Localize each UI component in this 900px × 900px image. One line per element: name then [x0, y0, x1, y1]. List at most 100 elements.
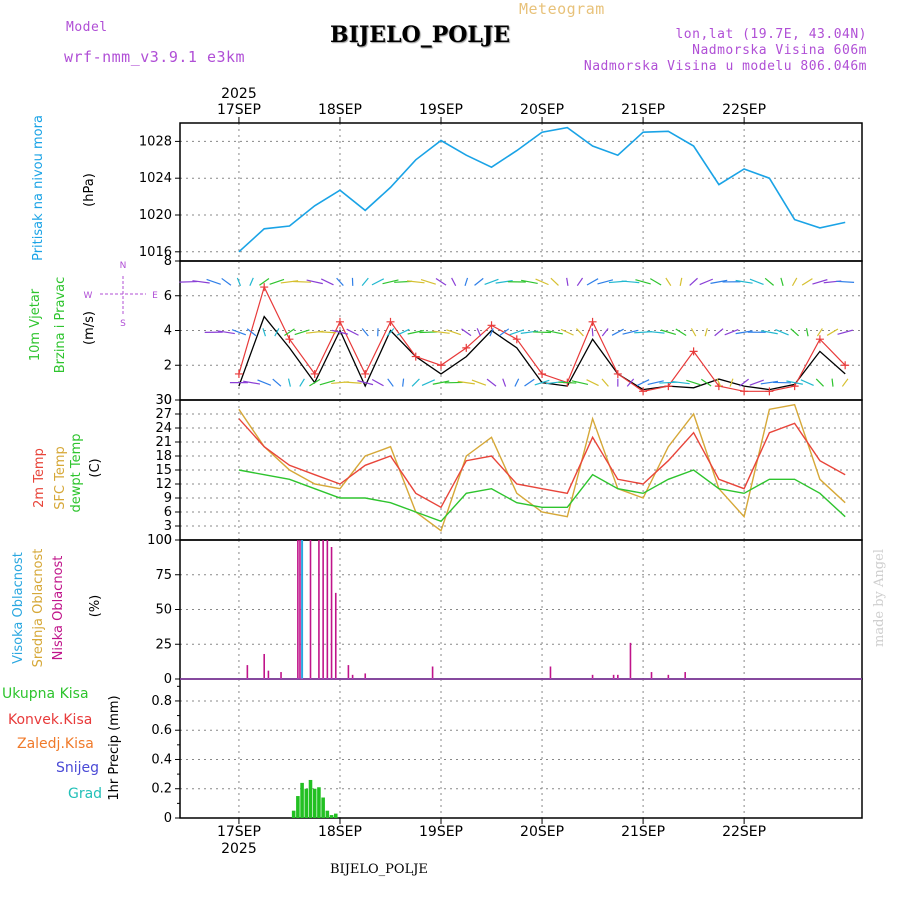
wind-arrow	[704, 328, 708, 337]
precip-bar	[333, 813, 338, 818]
wind-arrow	[486, 378, 497, 387]
wind-gust-marker	[487, 321, 496, 330]
wind-arrow	[575, 328, 584, 337]
wind-arrow	[514, 378, 520, 387]
x-tick-label-bottom: 18SEP	[318, 824, 362, 840]
wind-gust-marker	[538, 369, 547, 378]
wind-gust-marker	[260, 283, 269, 292]
wind-arrow	[710, 279, 728, 284]
x-tick-label-bottom: 17SEP	[217, 824, 261, 840]
wind-arrow	[566, 277, 569, 286]
precip-bar	[312, 788, 317, 818]
wind-arrow	[760, 380, 779, 385]
y-tick-label: 9	[164, 491, 172, 506]
wind-arrow	[714, 328, 724, 337]
y-tick-label: 3	[164, 519, 172, 534]
y-tick-label: 1024	[139, 171, 172, 186]
legend-rain: Ukupna Kisa	[2, 686, 89, 702]
wind-arrow	[274, 328, 280, 337]
chart-kind: Meteogram	[519, 0, 605, 18]
wind-arrow	[262, 328, 267, 337]
y-tick-label: 75	[155, 568, 172, 583]
wind-arrow	[622, 329, 639, 335]
wind-arrow	[484, 278, 499, 285]
legend-hail: Grad	[68, 786, 103, 802]
wind-key-west: W	[84, 291, 93, 301]
y-tick-label: 0	[164, 811, 172, 826]
wind-arrow	[571, 380, 589, 386]
wind-arrow	[647, 380, 664, 386]
wind-arrow	[749, 379, 764, 386]
x-tick-label-top: 18SEP	[318, 102, 362, 118]
wind-arrow	[361, 277, 369, 286]
elevation-label: Nadmorska Visina 606m	[692, 43, 867, 58]
wind-arrow	[243, 380, 261, 385]
y-tick-label: 1020	[139, 208, 172, 223]
wind-gust-marker	[588, 317, 597, 326]
wind-gust-marker	[512, 335, 521, 344]
precip-bar	[317, 787, 321, 818]
wind-arrow	[179, 280, 198, 283]
wind-arrow	[476, 328, 482, 337]
wind-arrow	[236, 277, 242, 287]
wind-arrow	[411, 378, 420, 387]
x-tick-label-top: 21SEP	[621, 102, 665, 118]
model-label: Model	[66, 20, 108, 35]
wind-gust-marker	[361, 369, 370, 378]
y-tick-label: 8	[164, 254, 172, 269]
wind-arrow	[357, 380, 374, 386]
wind-arrow	[586, 278, 599, 286]
wind-arrow	[446, 329, 462, 336]
wind-arrow	[800, 379, 814, 387]
wind-arrow	[259, 277, 270, 286]
x-tick-label-top: 20SEP	[520, 102, 564, 118]
legend-snow: Snijeg	[56, 760, 100, 776]
wind-arrow	[791, 277, 798, 287]
wind-arrow	[700, 378, 712, 387]
wind-gust-marker	[234, 369, 243, 378]
wind-arrow	[231, 329, 247, 336]
wind-arrow	[597, 279, 614, 285]
wind-arrow	[346, 328, 359, 336]
wind-arrow	[272, 378, 282, 387]
wind-arrow	[550, 277, 559, 286]
y-tick-label: 1028	[139, 134, 172, 149]
wind-gust-marker	[841, 361, 850, 370]
precip-bar	[321, 797, 325, 818]
wind-arrow	[626, 378, 635, 387]
legend-convective: Konvek.Kisa	[8, 712, 93, 728]
wind-gust-marker	[664, 382, 673, 391]
wind-arrow	[735, 330, 753, 335]
x-tick-label-bottom: 20SEP	[520, 824, 564, 840]
wind-arrow	[775, 328, 789, 336]
wind-arrow	[461, 328, 472, 337]
wind-arrow	[499, 328, 510, 337]
wind-arrow	[371, 378, 384, 387]
wind-arrow	[837, 329, 853, 335]
wind-arrow	[299, 378, 305, 387]
y-tick-label: 100	[147, 533, 172, 548]
wind-arrow	[382, 279, 399, 285]
wind-arrow	[665, 277, 672, 287]
y-tick-label: 30	[155, 393, 172, 408]
y-tick-label: 24	[155, 421, 172, 436]
year-label-top: 2025	[221, 86, 257, 102]
wind-arrow	[576, 277, 584, 287]
wind-arrow	[836, 280, 855, 284]
wind-arrow	[749, 278, 764, 286]
wind-arrow	[686, 379, 702, 386]
wind-arrow	[495, 279, 513, 284]
precip-bar	[296, 796, 300, 818]
footer-station: BIJELO_POLJE	[330, 862, 428, 877]
wind-gust-marker	[386, 317, 395, 326]
wind-gust-marker	[689, 347, 698, 356]
wind-arrow	[816, 328, 823, 337]
y-tick-label: 0.4	[151, 752, 172, 767]
wind-gust-marker	[310, 369, 319, 378]
precip-bar	[300, 782, 304, 818]
y-tick-label: 4	[164, 324, 172, 339]
model-name: wrf-nmm_v3.9.1 e3km	[64, 48, 246, 66]
wind-arrow	[451, 277, 457, 287]
wind-key-north: N	[120, 261, 127, 271]
wind-arrow	[786, 380, 803, 385]
